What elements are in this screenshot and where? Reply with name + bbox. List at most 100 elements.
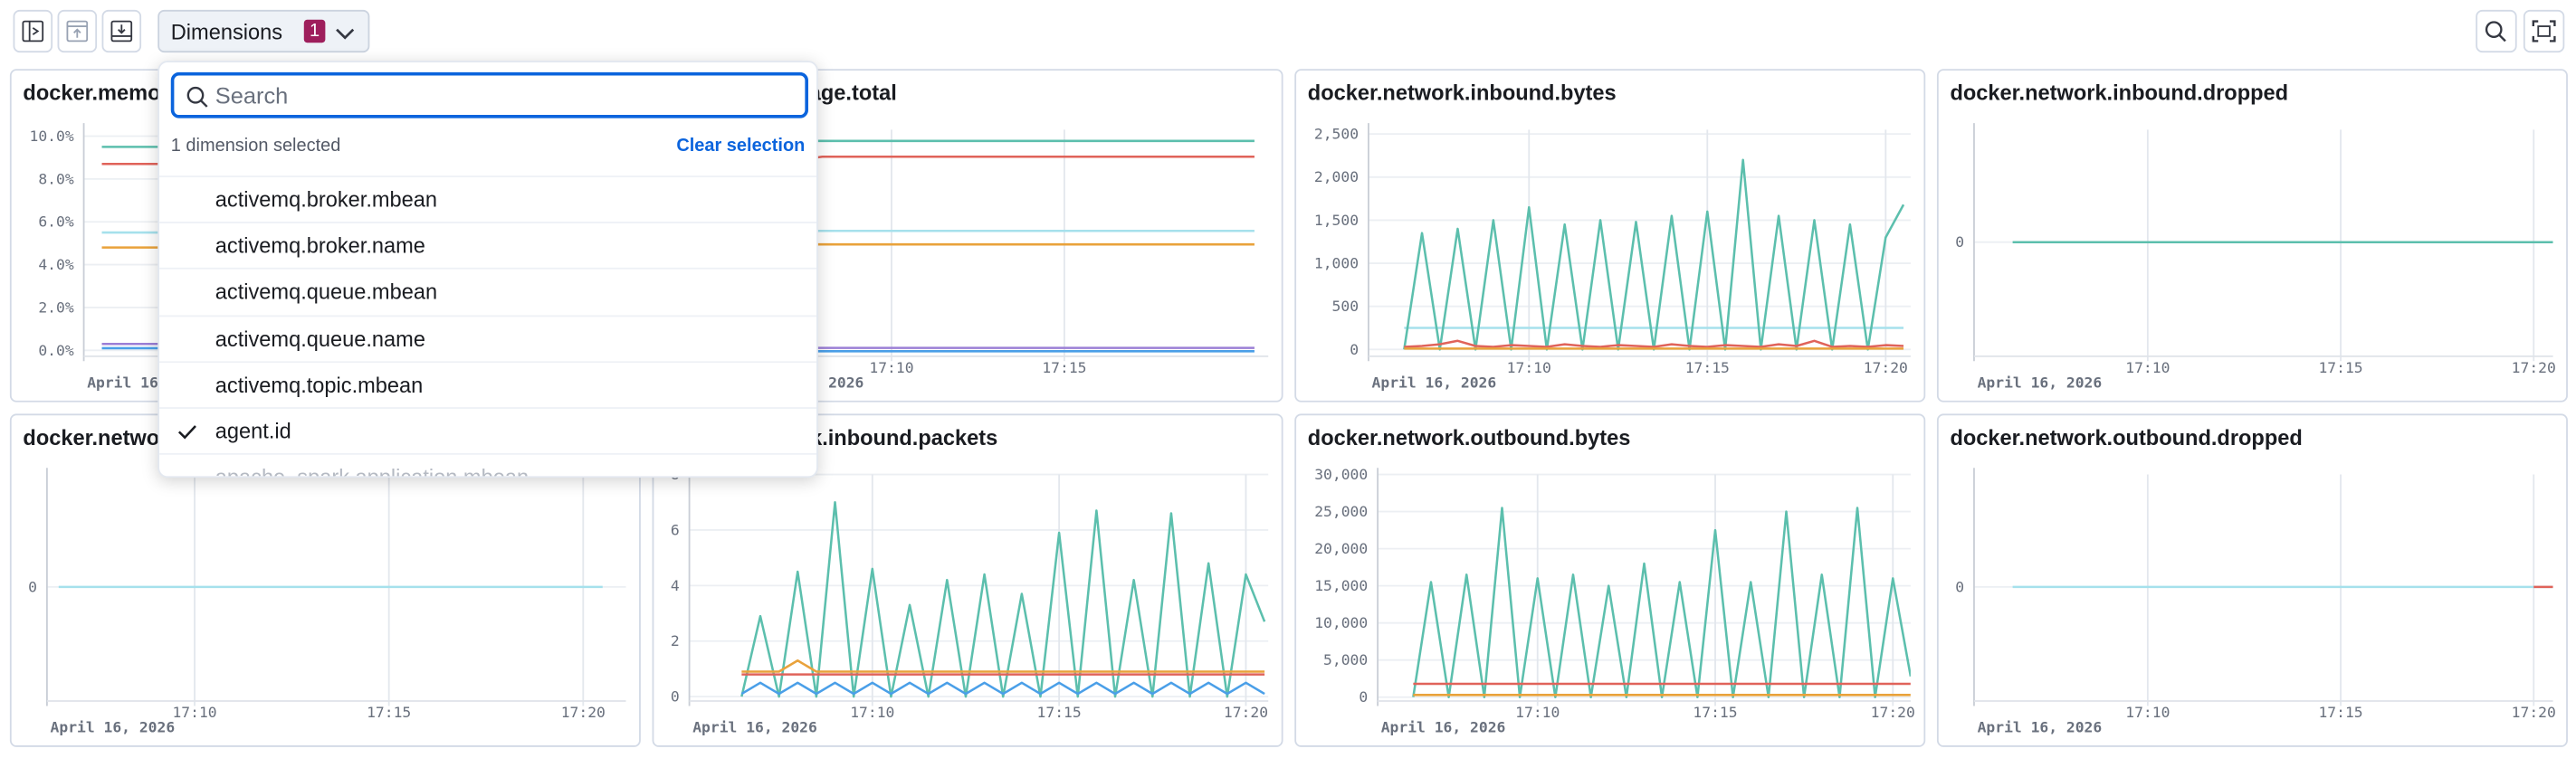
- date-label: April 16, 2026: [1372, 374, 1497, 391]
- search-icon: [186, 86, 208, 108]
- date-label: April 16, 2026: [1978, 719, 2103, 736]
- x-tick-label: 17:15: [1685, 359, 1730, 376]
- toggle-sidebar-button[interactable]: [13, 9, 53, 53]
- date-label: April 16, 2026: [1381, 719, 1506, 736]
- selected-count: 1 dimension selected: [170, 136, 341, 156]
- y-tick-label: 500: [1332, 298, 1360, 315]
- x-tick-label: 17:10: [850, 704, 894, 721]
- fullscreen-button[interactable]: [2523, 9, 2565, 53]
- series-line: [1403, 158, 1905, 351]
- x-tick-label: 17:20: [1871, 704, 1915, 721]
- y-tick-label: 0: [1350, 341, 1359, 358]
- icon: [22, 20, 44, 43]
- y-tick-label: 0: [1955, 578, 1964, 595]
- series-line: [740, 500, 1266, 698]
- y-tick-label: 1,000: [1314, 255, 1359, 272]
- x-tick-label: 17:10: [172, 704, 216, 721]
- y-tick-label: 2,500: [1314, 126, 1359, 143]
- x-tick-label: 17:10: [2125, 359, 2170, 376]
- y-tick-label: 30,000: [1314, 466, 1368, 483]
- series-line: [1404, 339, 1904, 348]
- y-tick-label: 10.0%: [30, 128, 74, 145]
- y-tick-label: 0: [1955, 233, 1964, 251]
- icon: [66, 20, 89, 43]
- y-tick-label: 2: [671, 632, 680, 649]
- chart: 0 17:10 17:15 17:20 April 16, 2026: [1955, 468, 2556, 736]
- x-tick-label: 17:15: [1042, 359, 1086, 376]
- series-line: [741, 659, 1265, 673]
- search-input[interactable]: Search: [170, 71, 809, 118]
- y-tick-label: 2.0%: [38, 298, 73, 316]
- date-label: April 16, 2026: [692, 719, 817, 736]
- date-label: April 16, 2026: [51, 719, 176, 736]
- y-tick-label: 5,000: [1323, 651, 1368, 668]
- y-tick-label: 4: [671, 577, 680, 594]
- y-tick-label: 6: [671, 521, 680, 538]
- chevron-icon: [336, 28, 355, 40]
- panel-button[interactable]: [101, 9, 142, 53]
- dimensions-dropdown: Search 1 dimension selected Clear select…: [157, 61, 818, 478]
- chart-title: docker.network.inbound.bytes: [1307, 80, 1617, 106]
- dimension-option[interactable]: activemq.topic.mbean: [159, 360, 817, 407]
- x-tick-label: 17:20: [1864, 359, 1908, 376]
- y-tick-label: 6.0%: [38, 213, 73, 231]
- x-tick-label: 17:10: [1507, 359, 1551, 376]
- x-tick-label: 17:20: [1224, 704, 1268, 721]
- clear-selection[interactable]: Clear selection: [676, 136, 806, 156]
- chart-title: docker.network.outbound.bytes: [1307, 425, 1631, 450]
- chart-panel: docker.network.inbound.dropped 0 17:10 17:1…: [1936, 69, 2568, 403]
- dimension-option[interactable]: apache_spark.application.mbean: [159, 453, 817, 476]
- x-tick-label: 17:20: [561, 704, 606, 721]
- date-label: April 16, 2026: [1978, 374, 2103, 391]
- chart-panel: docker.network.outbound.bytes 0 5,000 10,00…: [1294, 413, 1926, 747]
- x-tick-label: 17:15: [2318, 359, 2362, 376]
- icon: [2485, 21, 2506, 43]
- x-tick-label: 17:15: [1693, 704, 1737, 721]
- y-tick-label: 1,500: [1314, 212, 1359, 229]
- chart: 0 17:10 17:15 17:20 April 16, 2026: [1955, 123, 2556, 391]
- icon: [2532, 20, 2556, 43]
- dimensions-button[interactable]: Dimensions 1: [157, 9, 370, 53]
- chart-panel: docker.network.inbound.bytes 0 500 1,000 1,5…: [1294, 69, 1926, 403]
- chart-panel: docker.network.outbound.dropped 0 17:10 17:…: [1936, 413, 2568, 747]
- chart: 0 500 1,000 1,500 2,000 2,500 17:10 17:15 17:20 A…: [1314, 123, 1911, 391]
- x-tick-label: 17:10: [2125, 704, 2170, 721]
- y-tick-label: 0: [1359, 688, 1368, 706]
- dimension-option[interactable]: activemq.broker.mbean: [159, 175, 817, 222]
- y-tick-label: 8.0%: [38, 170, 73, 187]
- check-icon: [177, 425, 196, 440]
- series-line: [740, 681, 1265, 696]
- y-tick-label: 15,000: [1314, 577, 1368, 594]
- chart: 0 5,000 10,000 15,000 20,000 25,000 30,000 17:1…: [1314, 466, 1915, 736]
- chart: 0 17:10 17:15 17:20 April 16, 2026: [28, 468, 626, 736]
- series-line: [1412, 507, 1911, 699]
- chart-title: docker.network.inbound.dropped: [1950, 80, 2289, 106]
- series-line: [770, 155, 1255, 160]
- x-tick-label: 17:10: [869, 359, 913, 376]
- y-tick-label: 0.0%: [38, 342, 73, 359]
- x-tick-label: 17:15: [1037, 704, 1082, 721]
- dimension-option[interactable]: activemq.queue.mbean: [159, 268, 817, 315]
- search-button[interactable]: [2476, 9, 2517, 53]
- y-tick-label: 2,000: [1314, 168, 1359, 185]
- y-tick-label: 25,000: [1314, 503, 1368, 520]
- y-tick-label: 0: [28, 578, 37, 595]
- selected-badge: 1: [303, 19, 326, 43]
- dimensions-label: Dimensions: [170, 19, 283, 45]
- y-tick-label: 20,000: [1314, 540, 1368, 557]
- y-tick-label: 0: [671, 688, 680, 706]
- layout-button[interactable]: [57, 9, 98, 53]
- x-tick-label: 17:20: [2512, 359, 2556, 376]
- x-tick-label: 17:20: [2512, 704, 2556, 721]
- y-tick-label: 4.0%: [38, 256, 73, 273]
- x-tick-label: 17:10: [1515, 704, 1560, 721]
- dimension-option[interactable]: activemq.broker.name: [159, 222, 817, 268]
- search-placeholder: Search: [215, 81, 289, 109]
- x-tick-label: 17:15: [367, 704, 411, 721]
- dimension-option[interactable]: activemq.queue.name: [159, 314, 817, 361]
- y-tick-label: 10,000: [1314, 614, 1368, 631]
- icon: [110, 20, 133, 43]
- chart-title: docker.network.outbound.dropped: [1950, 425, 2303, 450]
- dimension-option[interactable]: agent.id: [159, 407, 817, 453]
